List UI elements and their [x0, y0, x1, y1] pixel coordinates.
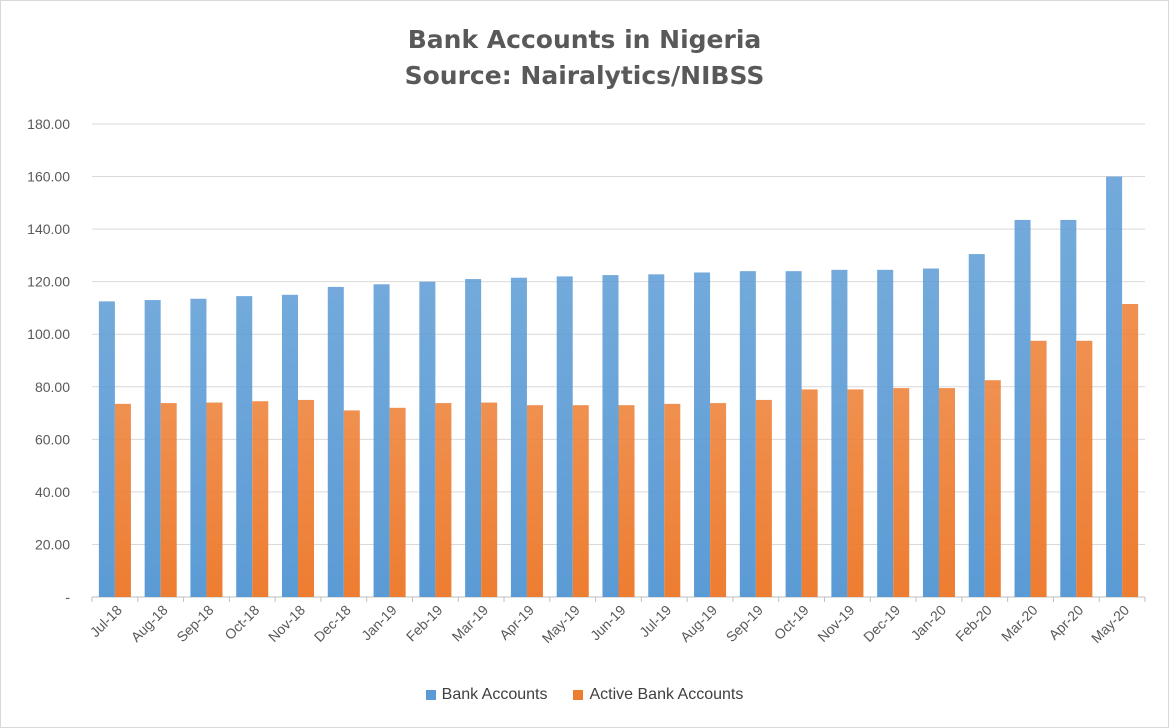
bar-active-bank-accounts	[572, 405, 589, 597]
x-tick-label: Apr-20	[1045, 602, 1086, 643]
chart-subtitle: Source: Nairalytics/NIBSS	[404, 61, 765, 90]
bar-bank-accounts	[785, 271, 802, 597]
bar-active-bank-accounts	[893, 388, 910, 597]
bar-bank-accounts	[373, 284, 390, 597]
x-tick-label: Jan-19	[358, 602, 400, 644]
legend-label-active-bank-accounts: Active Bank Accounts	[589, 686, 744, 703]
bar-active-bank-accounts	[664, 403, 681, 597]
bar-active-bank-accounts	[618, 405, 635, 597]
x-tick-label: Jun-19	[587, 602, 629, 644]
y-tick-label: -	[65, 589, 70, 605]
bar-bank-accounts	[602, 275, 619, 597]
bar-active-bank-accounts	[1076, 340, 1093, 597]
y-tick-label: 80.00	[35, 379, 70, 395]
y-tick-label: 60.00	[35, 431, 70, 447]
legend-item-active-bank-accounts: Active Bank Accounts	[573, 686, 743, 704]
bar-bank-accounts	[694, 272, 711, 597]
bar-active-bank-accounts	[984, 380, 1001, 597]
x-tick-label: Oct-18	[221, 602, 262, 643]
bar-active-bank-accounts	[710, 403, 727, 597]
x-tick-label: Oct-19	[771, 602, 812, 643]
bar-active-bank-accounts	[481, 402, 498, 597]
bar-active-bank-accounts	[435, 403, 452, 597]
bar-bank-accounts	[877, 269, 894, 597]
bar-bank-accounts	[648, 274, 665, 597]
bar-bank-accounts	[1060, 219, 1077, 598]
x-tick-label: Nov-18	[265, 602, 308, 645]
bar-active-bank-accounts	[252, 401, 269, 597]
y-tick-label: 120.00	[27, 274, 70, 290]
bar-active-bank-accounts	[206, 402, 223, 597]
bar-bank-accounts	[144, 300, 161, 597]
bar-active-bank-accounts	[389, 407, 406, 597]
x-tick-label: Aug-19	[677, 602, 720, 645]
chart-title: Bank Accounts in Nigeria	[407, 25, 762, 54]
bar-active-bank-accounts	[938, 388, 956, 597]
x-tick-label: May-20	[1088, 602, 1132, 646]
bar-bank-accounts	[281, 294, 299, 597]
bar-active-bank-accounts	[343, 410, 360, 597]
legend-swatch-bank-accounts	[425, 690, 436, 700]
x-tick-label: Feb-20	[952, 602, 995, 645]
x-tick-label: Jul-19	[636, 602, 674, 640]
bar-active-bank-accounts	[847, 389, 864, 597]
x-tick-label: Sep-18	[173, 602, 216, 645]
x-tick-label: Jan-20	[908, 602, 950, 644]
legend-label-bank-accounts: Bank Accounts	[441, 686, 548, 703]
legend-item-bank-accounts: Bank Accounts	[425, 686, 548, 704]
x-tick-label: Nov-19	[814, 602, 857, 645]
bar-bank-accounts	[1014, 219, 1031, 598]
bar-bank-accounts	[465, 279, 482, 597]
bar-bank-accounts	[968, 254, 985, 597]
bar-bank-accounts	[98, 301, 115, 597]
bar-bank-accounts	[510, 277, 527, 597]
bar-bank-accounts	[327, 286, 344, 597]
x-tick-label: Sep-19	[723, 602, 766, 645]
bar-bank-accounts	[236, 296, 253, 597]
y-tick-label: 20.00	[35, 536, 70, 552]
bar-bank-accounts	[190, 298, 207, 597]
bar-active-bank-accounts	[160, 403, 177, 597]
x-tick-label: Dec-18	[311, 602, 354, 645]
bar-bank-accounts	[1106, 176, 1123, 598]
x-tick-label: Mar-20	[998, 602, 1041, 645]
bar-active-bank-accounts	[114, 403, 131, 597]
y-tick-label: 100.00	[27, 326, 70, 342]
chart-legend: Bank Accounts Active Bank Accounts	[0, 686, 1169, 704]
bar-bank-accounts	[556, 276, 573, 597]
y-tick-label: 160.00	[27, 169, 70, 185]
bar-active-bank-accounts	[1122, 304, 1139, 597]
x-tick-label: Dec-19	[860, 602, 903, 645]
bar-bank-accounts	[739, 271, 756, 597]
bar-active-bank-accounts	[755, 399, 772, 597]
y-tick-label: 40.00	[35, 484, 70, 500]
x-tick-label: Feb-19	[403, 602, 446, 645]
bar-active-bank-accounts	[801, 389, 818, 597]
bar-active-bank-accounts	[298, 399, 315, 597]
x-tick-label: May-19	[539, 602, 583, 646]
bar-active-bank-accounts	[1030, 340, 1047, 597]
bar-active-bank-accounts	[526, 405, 543, 597]
bar-bank-accounts	[922, 268, 939, 597]
x-tick-label: Apr-19	[496, 602, 537, 643]
x-tick-label: Mar-19	[449, 602, 492, 645]
y-tick-label: 140.00	[27, 221, 70, 237]
y-tick-label: 180.00	[27, 116, 70, 132]
bar-bank-accounts	[831, 269, 848, 597]
x-tick-label: Aug-18	[128, 602, 171, 645]
bar-bank-accounts	[419, 281, 436, 597]
x-tick-label: Jul-18	[87, 602, 125, 640]
legend-swatch-active-bank-accounts	[573, 690, 584, 700]
